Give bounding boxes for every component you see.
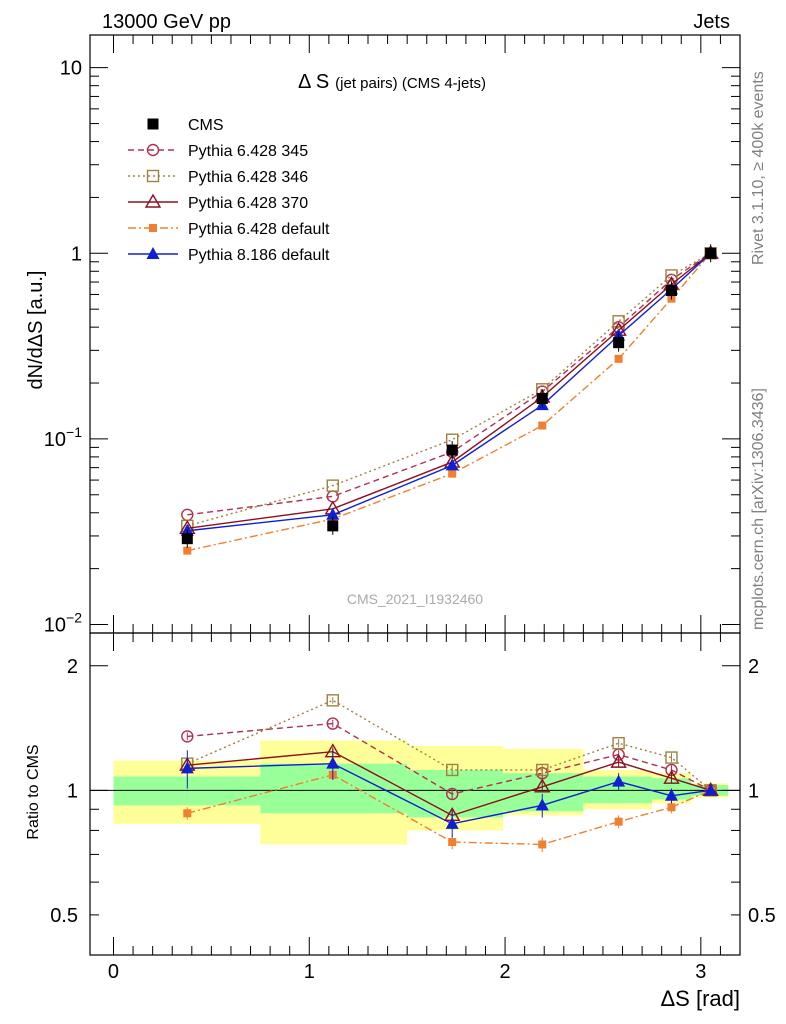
main-series-group [179,244,719,555]
x-tick-label: 1 [304,961,315,983]
ratio-tick-label-right: 1 [748,780,759,802]
ratio-band-inner [407,769,504,818]
main-point [614,354,623,363]
ratio-point [664,788,678,801]
y-tick-label: 10−2 [44,610,82,637]
ratio-point [536,763,549,777]
main-point [538,421,547,430]
legend-marker [147,118,159,130]
data-point [446,444,458,456]
x-tick-label: 2 [499,961,510,983]
ratio-point [614,817,623,826]
ratio-point [326,717,339,730]
ratio-series-group [179,694,719,852]
ratio-tick-label-left: 1 [67,780,78,802]
ratio-point [538,840,547,849]
ratio-ticks: 2 2 1 1 0.5 0.5 [50,656,776,927]
ratio-point [445,787,459,801]
y-axis-label: dN/dΔS [a.u.] [25,271,47,390]
ratio-point [181,730,194,743]
header-left: 13000 GeV pp [102,11,231,33]
y-tick-label: 10 [60,58,82,80]
chart-title: Δ S [298,71,329,93]
ratio-point [326,756,340,769]
chart-subtitle: (jet pairs) (CMS 4-jets) [335,75,486,92]
ratio-frame [89,632,741,956]
ratio-point [612,736,625,750]
legend-marker [146,143,160,157]
ratio-point [183,809,192,818]
data-point [181,533,193,545]
ratio-y-axis-label: Ratio to CMS [25,744,42,839]
y-tick-label: 1 [71,243,82,265]
legend: CMS Pythia 6.428 345 Pythia 6.428 346 Pythi… [128,117,330,264]
x-tick-label: 3 [695,961,706,983]
data-point [613,337,625,349]
ratio-tick-label-right: 2 [748,656,759,678]
legend-label: Pythia 6.428 345 [188,143,308,160]
ratio-point [667,803,676,812]
main-panel: 10 1 10−1 10−2 Δ S (jet pairs) (CMS 4-jets)… [25,34,741,637]
main-ticks: 10 1 10−1 10−2 [44,58,740,637]
ratio-point [326,694,339,707]
legend-marker [146,169,160,183]
ratio-point [704,783,718,796]
ratio-point [448,838,457,847]
side-text-bottom: mcplots.cern.ch [arXiv:1306.3436] [750,388,767,630]
main-point [612,315,625,328]
main-series-line-1 [187,252,711,527]
header-right: Jets [693,11,730,33]
main-series-line-3 [187,252,712,552]
data-point [536,393,548,405]
ratio-point [612,774,626,787]
data-point [665,285,677,297]
main-point [448,469,457,478]
main-point [183,546,192,555]
legend-label: CMS [188,117,224,134]
ratio-point [445,763,459,777]
ratio-bands [113,740,729,845]
data-point [327,520,339,532]
x-ticks: 0 1 2 3 [108,35,721,983]
y-tick-label: 10−1 [44,424,82,451]
legend-label: Pythia 6.428 346 [188,169,308,186]
main-point [326,507,340,520]
analysis-watermark: CMS_2021_I1932460 [347,591,483,607]
ratio-tick-label-left: 2 [67,656,78,678]
ratio-panel: 2 2 1 1 0.5 0.5 Ratio to CMS 0 1 2 3 ΔS [rad] [25,35,776,1011]
main-point [326,479,339,492]
ratio-point [535,798,549,811]
ratio-tick-label-right: 0.5 [748,905,776,927]
main-series-line-2 [187,252,712,529]
main-series-line-4 [187,252,712,532]
legend-marker [144,193,162,208]
data-point [705,247,717,259]
legend-marker [146,247,160,259]
x-axis-label: ΔS [rad] [660,986,740,1011]
legend-marker [149,224,157,232]
side-text-top: Rivet 3.1.10, ≥ 400k events [750,71,767,265]
main-point [665,269,678,282]
ratio-point [610,753,627,768]
ratio-tick-label-left: 0.5 [50,905,78,927]
main-point [445,458,459,471]
ratio-point [665,751,678,764]
ratio-point [534,778,551,793]
x-tick-label: 0 [108,961,119,983]
legend-label: Pythia 6.428 370 [188,195,308,212]
ratio-point [180,761,194,774]
ratio-point [663,769,680,784]
legend-label: Pythia 8.186 default [188,247,330,264]
ratio-point [445,816,459,829]
legend-label: Pythia 6.428 default [188,221,330,238]
